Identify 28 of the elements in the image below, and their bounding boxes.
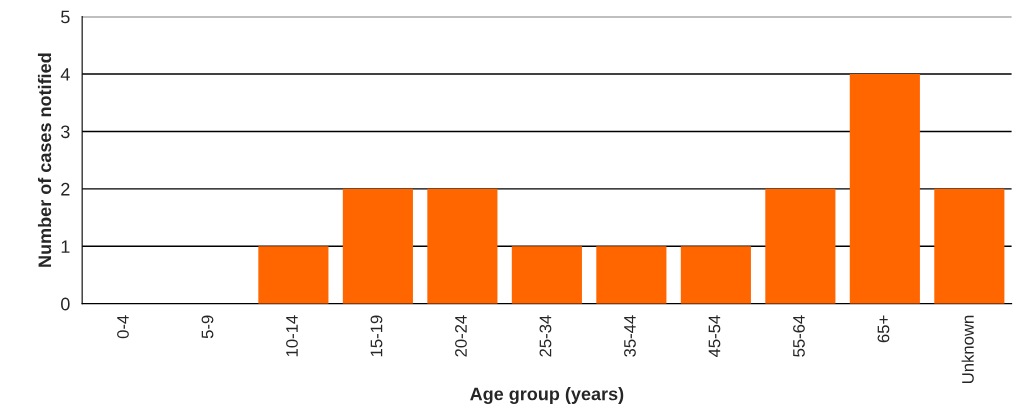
y-tick-label: 3 (61, 125, 70, 139)
bar (511, 246, 582, 304)
y-axis-title: Number of cases notified (37, 53, 52, 267)
x-tick-label: 5-9 (201, 315, 214, 339)
x-tick-label: 10-14 (286, 315, 298, 357)
x-tick-label: 55-64 (793, 315, 805, 357)
x-tick-label: 45-54 (708, 315, 721, 358)
bar (342, 188, 413, 304)
x-tick-label: Unknown (961, 315, 974, 383)
x-tick-label: 0-4 (117, 315, 129, 339)
x-tick-label: 65+ (877, 315, 890, 343)
x-tick-label: 35-44 (624, 315, 636, 357)
bar (258, 246, 329, 304)
x-tick-label: 20-24 (455, 315, 467, 357)
x-tick-label: 25-34 (539, 315, 552, 357)
y-tick-label: 0 (61, 297, 70, 311)
x-tick-label: 15-19 (370, 315, 383, 357)
y-tick-label: 2 (61, 182, 70, 196)
bar (680, 246, 751, 304)
bar (765, 188, 836, 304)
bar (849, 74, 920, 304)
y-tick-label: 1 (61, 240, 70, 253)
bar (427, 188, 498, 304)
y-tick-label: 4 (60, 68, 70, 81)
y-tick-label: 5 (61, 10, 70, 24)
x-axis-title: Age group (years) (470, 387, 624, 404)
bar (596, 246, 667, 304)
bar (934, 188, 1005, 304)
